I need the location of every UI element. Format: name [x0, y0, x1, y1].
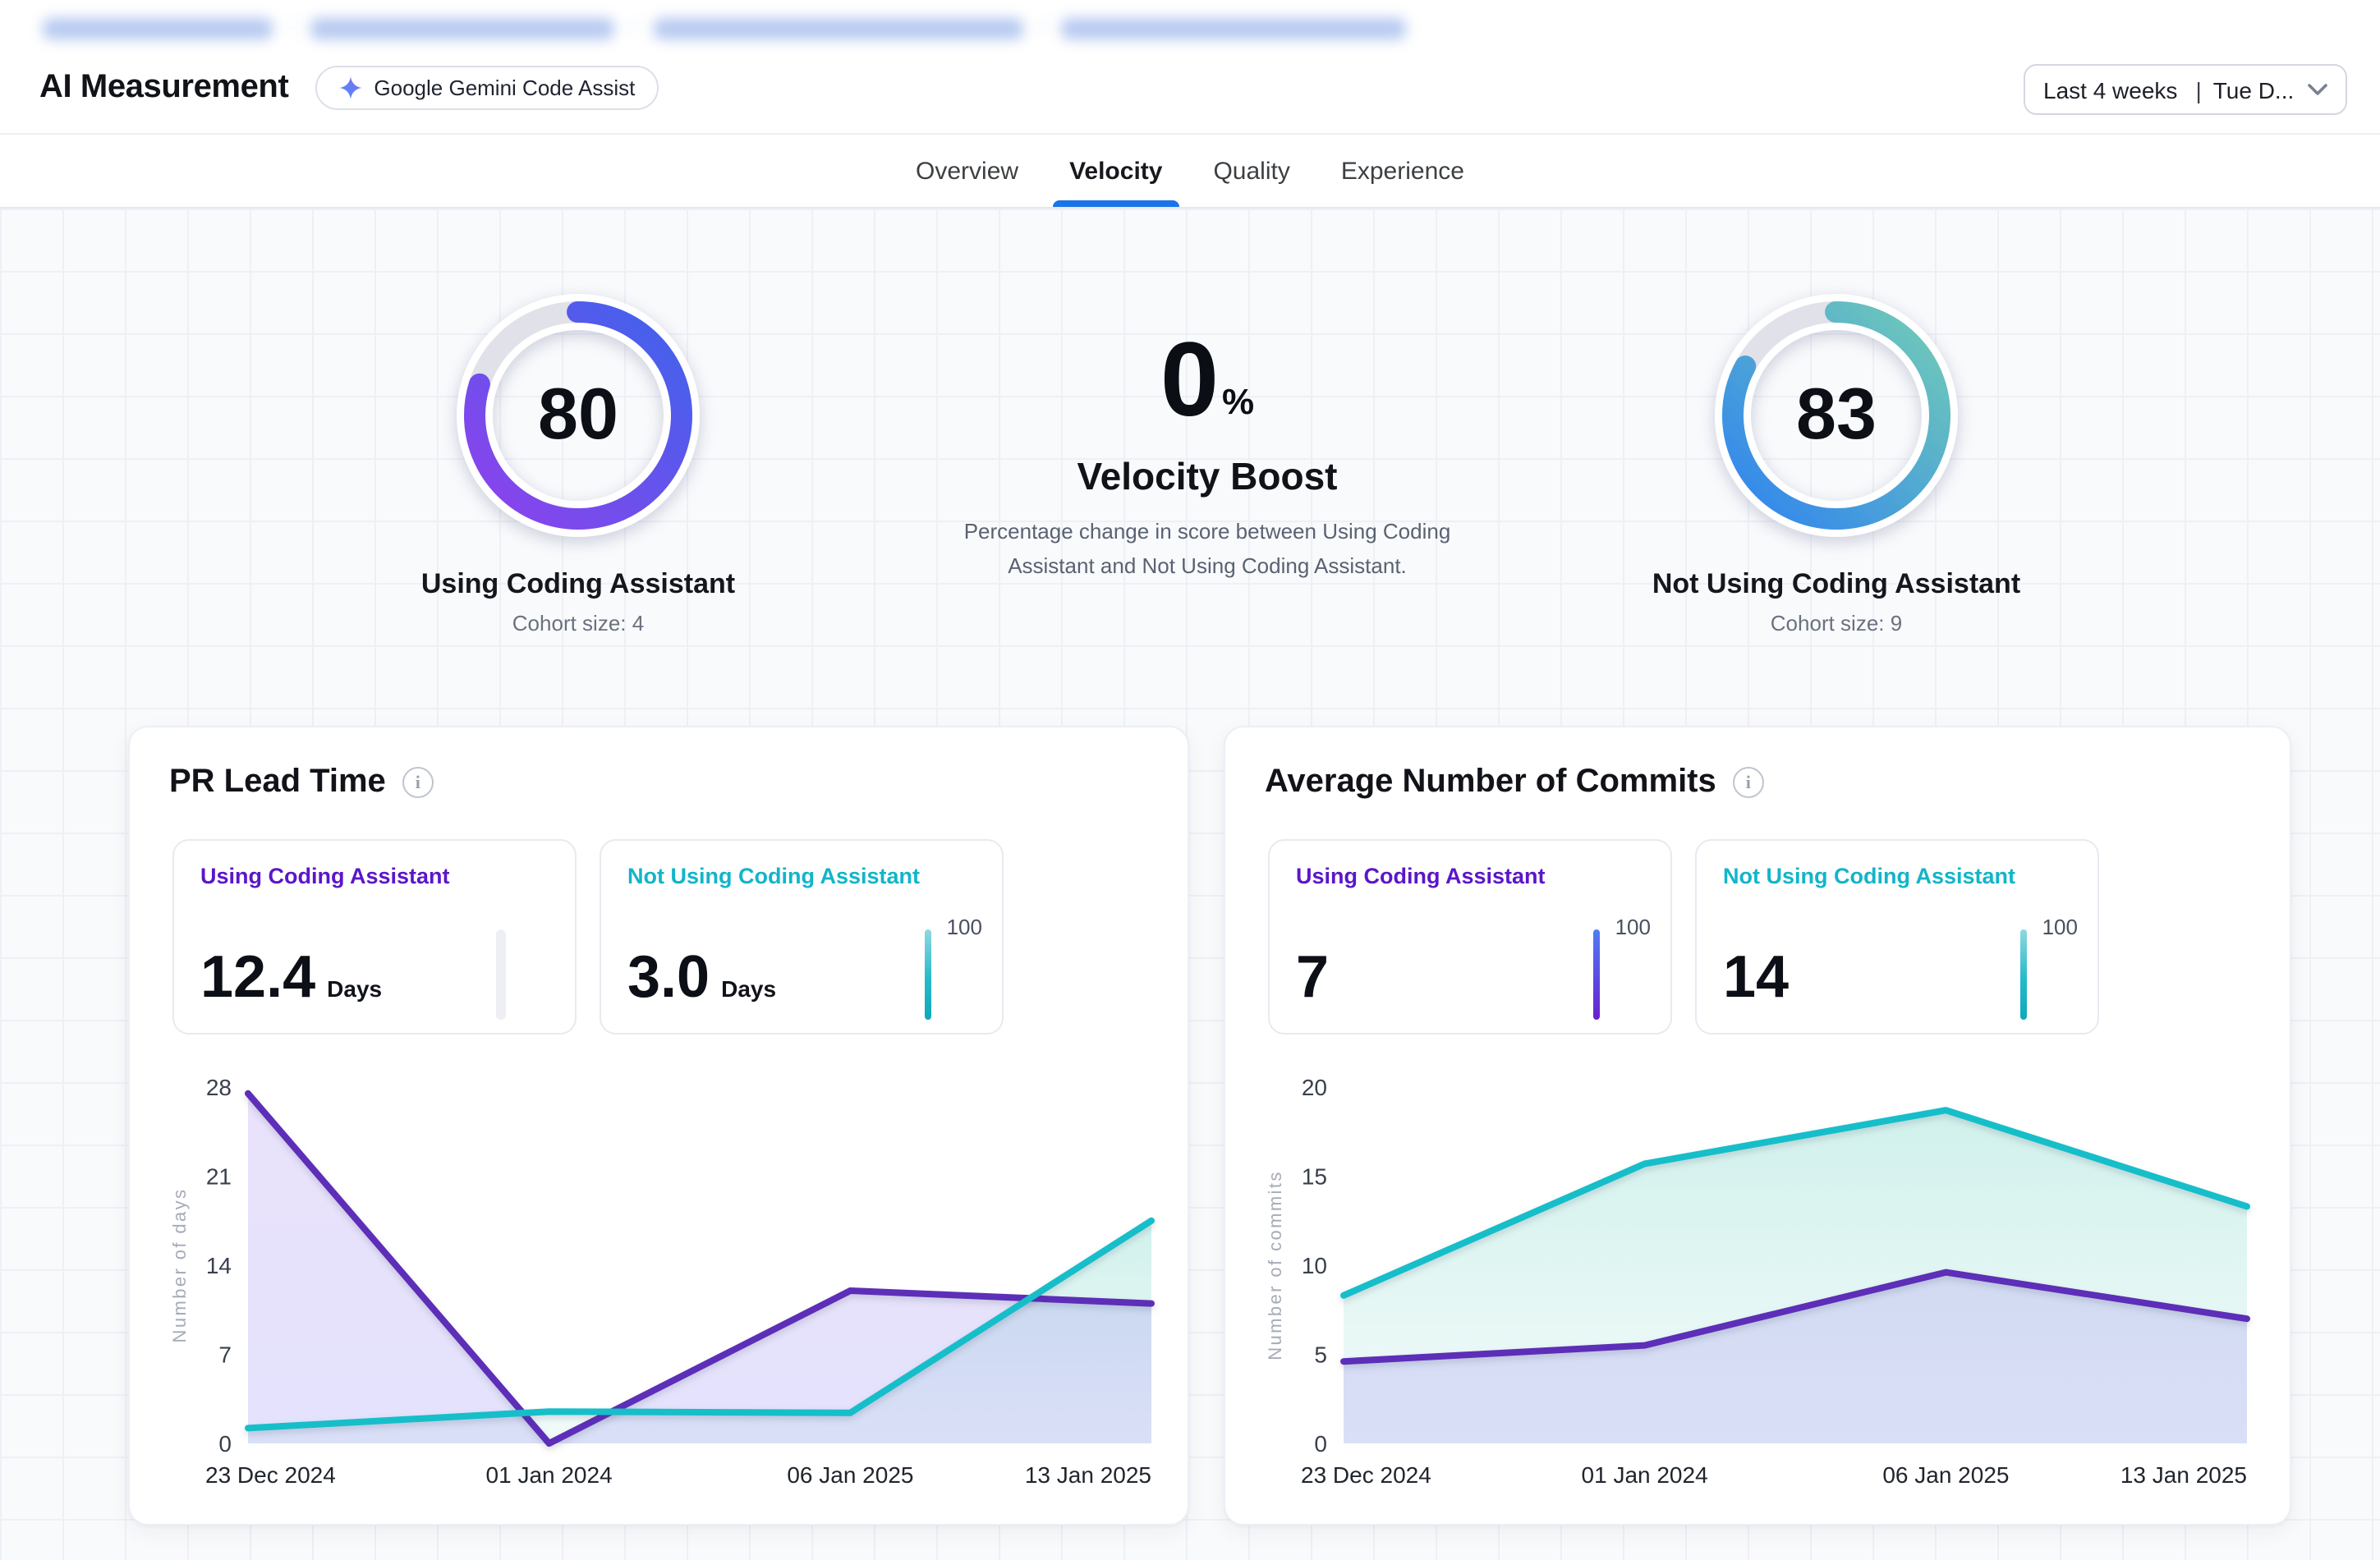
svg-text:01 Jan 2024: 01 Jan 2024: [1582, 1462, 1708, 1488]
info-icon[interactable]: i: [1732, 767, 1764, 798]
gauge-label-not-using: Not Using Coding Assistant: [1652, 568, 2021, 599]
svg-text:0: 0: [218, 1431, 232, 1457]
svg-text:5: 5: [1314, 1342, 1327, 1368]
stat-not-using-coding-assistant: Not Using Coding Assistant 14 100: [1695, 839, 2099, 1035]
stat-bar-max: 100: [946, 915, 982, 939]
gauge-score-not-using: 83: [1796, 374, 1877, 455]
stat-bar-max: 100: [1615, 915, 1651, 939]
svg-text:13 Jan 2025: 13 Jan 2025: [2120, 1462, 2247, 1488]
svg-text:14: 14: [206, 1253, 232, 1278]
stat-mini-bar: [1592, 929, 1600, 1020]
assistant-badge-label: Google Gemini Code Assist: [374, 76, 636, 100]
pr-lead-time-card: PR Lead Time i Using Coding Assistant 12…: [128, 726, 1189, 1526]
stat-value: 3.0: [627, 943, 710, 1010]
gauge-cohort-using: Cohort size: 4: [512, 611, 645, 635]
svg-text:10: 10: [1302, 1253, 1327, 1278]
stat-using-coding-assistant: Using Coding Assistant 12.4 Days: [172, 839, 577, 1035]
tab-quality[interactable]: Quality: [1213, 157, 1290, 185]
gauge-caption-using: Using Coding Assistant Cohort size: 4: [299, 568, 857, 635]
gemini-star-icon: [338, 76, 362, 100]
svg-text:13 Jan 2025: 13 Jan 2025: [1025, 1462, 1151, 1488]
info-icon[interactable]: i: [402, 767, 434, 798]
tab-bar: Overview Velocity Quality Experience: [0, 133, 2380, 209]
gauge-not-using-coding-assistant: 83: [1713, 292, 1960, 539]
stat-mini-bar: [496, 929, 506, 1020]
boost-title: Velocity Boost: [1077, 455, 1338, 498]
svg-text:7: 7: [218, 1342, 232, 1368]
tab-experience[interactable]: Experience: [1340, 157, 1464, 185]
stat-label: Not Using Coding Assistant: [1723, 864, 2015, 888]
main-content: 80 Using Coding Assistant Cohort size: 4…: [0, 209, 2380, 1560]
breadcrumb-segment[interactable]: [653, 17, 1023, 39]
stat-value: 7: [1296, 943, 1330, 1010]
average-commits-card: Average Number of Commits i Using Coding…: [1224, 726, 2291, 1526]
svg-text:28: 28: [206, 1075, 232, 1100]
boost-unit: %: [1222, 381, 1255, 422]
stat-unit: Days: [721, 975, 777, 1002]
stat-mini-bar: [2019, 929, 2027, 1020]
stat-unit: Days: [327, 975, 383, 1002]
breadcrumb[interactable]: / / /: [43, 15, 1407, 41]
svg-text:06 Jan 2025: 06 Jan 2025: [1882, 1462, 2009, 1488]
stat-value: 12.4: [200, 943, 316, 1010]
breadcrumb-segment[interactable]: [1061, 17, 1407, 39]
card-title: Average Number of Commits: [1265, 764, 1716, 800]
breadcrumb-segment[interactable]: [43, 17, 273, 39]
boost-number: 0: [1160, 320, 1220, 438]
stat-using-coding-assistant: Using Coding Assistant 7 100: [1268, 839, 1672, 1035]
date-range-select[interactable]: Last 4 weeks | Tue D...: [2024, 64, 2347, 115]
date-range-divider: |: [2195, 76, 2202, 103]
tab-velocity[interactable]: Velocity: [1053, 135, 1179, 207]
boost-value: 0 %: [928, 327, 1486, 432]
svg-text:01 Jan 2024: 01 Jan 2024: [486, 1462, 613, 1488]
stat-not-using-coding-assistant: Not Using Coding Assistant 3.0 Days 100: [600, 839, 1004, 1035]
gauge-cohort-not-using: Cohort size: 9: [1770, 611, 1903, 635]
svg-text:0: 0: [1314, 1431, 1327, 1457]
svg-text:21: 21: [206, 1164, 232, 1190]
stat-label: Using Coding Assistant: [1296, 864, 1546, 888]
card-title: PR Lead Time: [169, 764, 386, 800]
svg-text:23 Dec 2024: 23 Dec 2024: [205, 1462, 336, 1488]
active-tab-underline: [1053, 200, 1179, 207]
gauge-label-using: Using Coding Assistant: [420, 568, 736, 599]
stat-value: 14: [1723, 943, 1790, 1010]
gauge-using-coding-assistant: 80: [455, 292, 701, 539]
date-range-date: Tue D...: [2212, 76, 2295, 103]
page-title: AI Measurement: [39, 69, 289, 105]
velocity-boost-block: 0 % Velocity Boost Percentage change in …: [928, 327, 1486, 584]
gauge-caption-not-using: Not Using Coding Assistant Cohort size: …: [1557, 568, 2116, 635]
gauge-score-using: 80: [538, 374, 618, 455]
assistant-badge: Google Gemini Code Assist: [315, 66, 659, 110]
boost-description: Percentage change in score between Using…: [963, 519, 1451, 578]
breadcrumb-separator: /: [289, 16, 295, 39]
svg-text:20: 20: [1302, 1075, 1327, 1100]
breadcrumb-segment[interactable]: [310, 17, 615, 39]
date-range-label: Last 4 weeks: [2043, 76, 2178, 103]
svg-text:Number of days: Number of days: [169, 1188, 190, 1343]
stat-label: Not Using Coding Assistant: [627, 864, 920, 888]
svg-text:23 Dec 2024: 23 Dec 2024: [1301, 1462, 1431, 1488]
stat-label: Using Coding Assistant: [200, 864, 450, 888]
tab-overview[interactable]: Overview: [916, 157, 1019, 185]
stat-mini-bar: [924, 929, 931, 1020]
svg-text:06 Jan 2025: 06 Jan 2025: [787, 1462, 913, 1488]
average-commits-chart: 0 5 10 15 20 23 Dec 2024 01 Jan 2024 06 Jan 202…: [1265, 1075, 2250, 1488]
pr-lead-time-chart: 0 7 14 21 28 23 Dec 2024 01 Jan 2024 06 Jan 202…: [169, 1075, 1155, 1488]
header: / / / AI Measurement Google Gemini Code …: [0, 0, 2380, 133]
svg-text:Number of commits: Number of commits: [1265, 1170, 1285, 1360]
breadcrumb-separator: /: [1039, 16, 1045, 39]
breadcrumb-separator: /: [631, 16, 637, 39]
chevron-down-icon: [2308, 83, 2327, 96]
stat-bar-max: 100: [2042, 915, 2078, 939]
svg-text:15: 15: [1302, 1164, 1327, 1190]
